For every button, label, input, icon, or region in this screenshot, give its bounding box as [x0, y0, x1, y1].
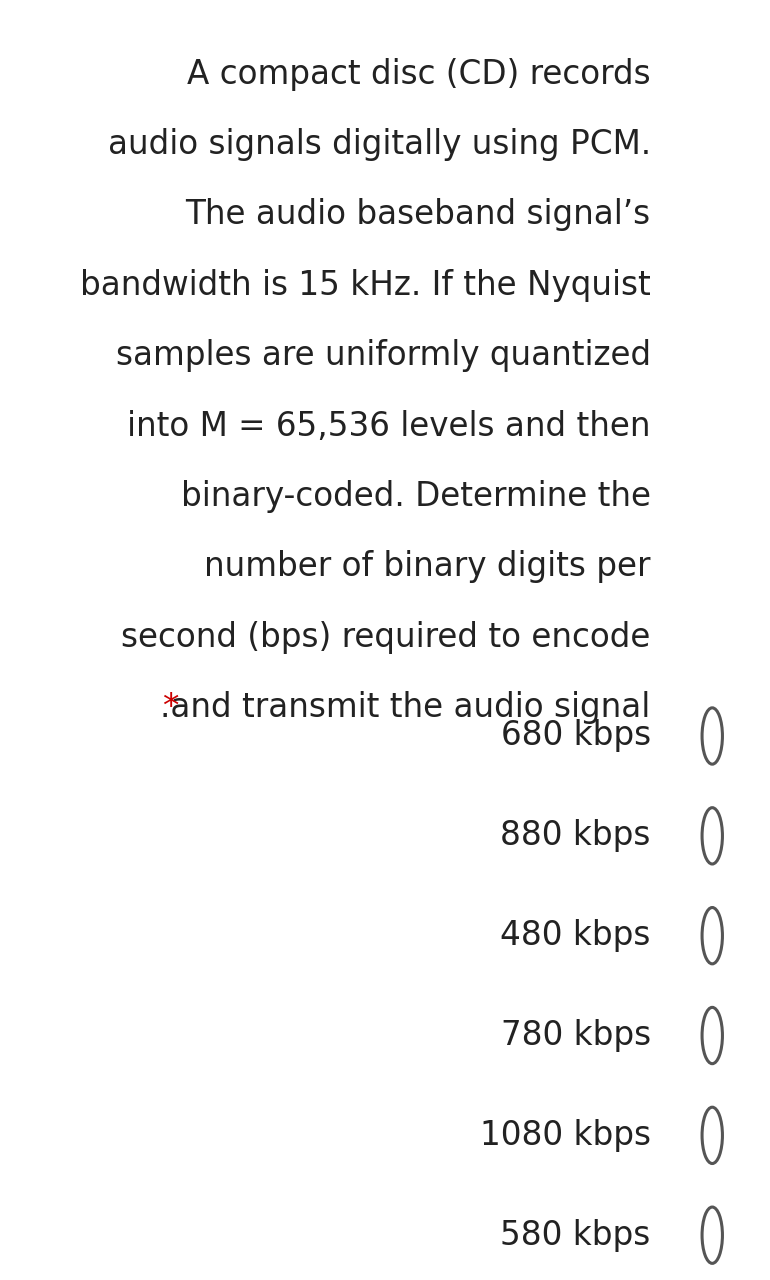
Text: bandwidth is 15 kHz. If the Nyquist: bandwidth is 15 kHz. If the Nyquist	[80, 269, 651, 302]
Text: 480 kbps: 480 kbps	[500, 919, 651, 952]
Text: 1080 kbps: 1080 kbps	[480, 1119, 651, 1152]
Text: *: *	[162, 691, 178, 724]
Text: 780 kbps: 780 kbps	[500, 1019, 651, 1052]
Text: 580 kbps: 580 kbps	[500, 1219, 651, 1252]
Text: The audio baseband signal’s: The audio baseband signal’s	[186, 198, 651, 232]
Text: samples are uniformly quantized: samples are uniformly quantized	[116, 339, 651, 372]
Text: .and transmit the audio signal: .and transmit the audio signal	[160, 691, 651, 724]
Text: A compact disc (CD) records: A compact disc (CD) records	[187, 58, 651, 91]
Text: into M = 65,536 levels and then: into M = 65,536 levels and then	[127, 410, 651, 443]
Text: number of binary digits per: number of binary digits per	[204, 550, 651, 584]
Text: 880 kbps: 880 kbps	[500, 819, 651, 852]
Text: 680 kbps: 680 kbps	[500, 719, 651, 753]
Text: second (bps) required to encode: second (bps) required to encode	[121, 621, 651, 654]
Text: audio signals digitally using PCM.: audio signals digitally using PCM.	[108, 128, 651, 161]
Text: binary-coded. Determine the: binary-coded. Determine the	[181, 480, 651, 513]
